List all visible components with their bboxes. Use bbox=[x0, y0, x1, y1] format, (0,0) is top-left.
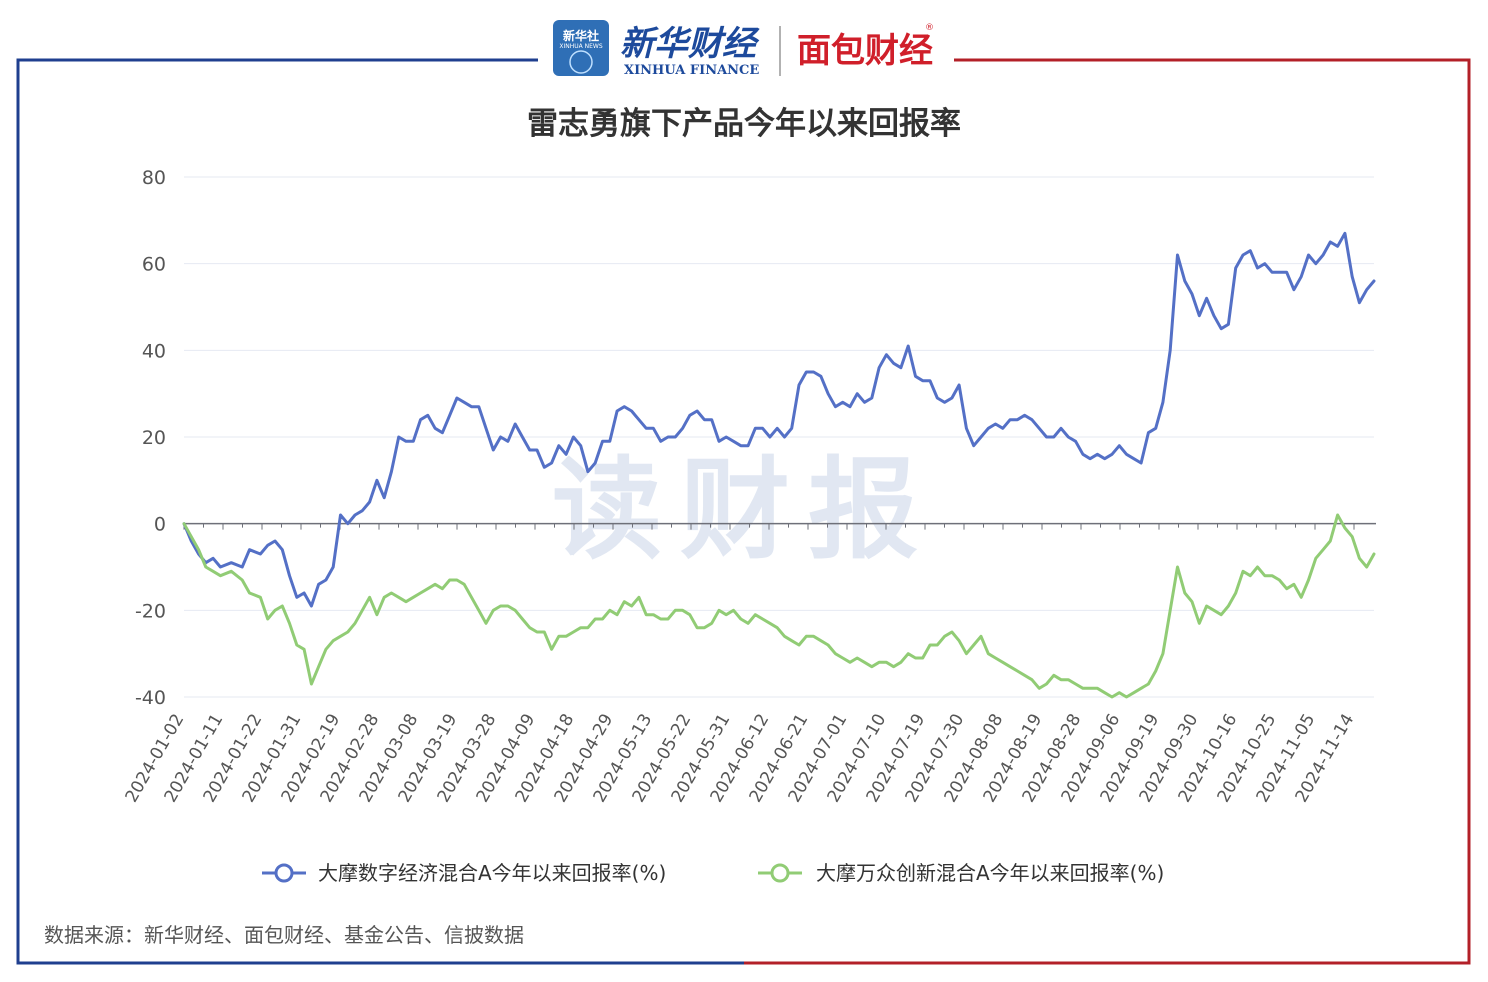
series-line-1[interactable] bbox=[182, 513, 1376, 699]
legend-swatch-marker bbox=[770, 863, 790, 883]
y-tick-label: 60 bbox=[142, 254, 166, 276]
chart-title: 雷志勇旗下产品今年以来回报率 bbox=[527, 106, 961, 142]
watermark-text: 读财报 bbox=[552, 446, 936, 574]
legend-item-digital-economy[interactable]: 大摩数字经济混合A今年以来回报率(%) bbox=[262, 861, 666, 885]
legend-label-mass-innovation: 大摩万众创新混合A今年以来回报率(%) bbox=[816, 861, 1164, 885]
y-tick-label: 20 bbox=[142, 427, 166, 449]
y-tick-label: -20 bbox=[135, 600, 166, 622]
y-tick-label: 0 bbox=[154, 514, 166, 536]
legend-item-mass-innovation[interactable]: 大摩万众创新混合A今年以来回报率(%) bbox=[758, 861, 1164, 885]
series-line-0[interactable] bbox=[182, 231, 1376, 608]
legend-label-digital-economy: 大摩数字经济混合A今年以来回报率(%) bbox=[318, 861, 666, 885]
badge-cn-text: 新华社 bbox=[563, 28, 599, 43]
y-tick-label: 80 bbox=[142, 167, 166, 189]
partner-logo-text: 面包财经 bbox=[797, 31, 933, 71]
brand-en-text: XINHUA FINANCE bbox=[624, 63, 759, 78]
frame-right bbox=[744, 58, 1471, 965]
y-tick-label: -40 bbox=[135, 687, 166, 709]
grid-lines bbox=[184, 176, 1374, 698]
source-note: 数据来源：新华财经、面包财经、基金公告、信披数据 bbox=[44, 923, 524, 947]
y-tick-label: 40 bbox=[142, 340, 166, 362]
xinhua-news-badge: 新华社 XINHUA NEWS bbox=[553, 20, 609, 76]
frame-left bbox=[16, 58, 744, 965]
brand-cn-text: 新华财经 bbox=[620, 24, 760, 64]
globe-icon bbox=[569, 50, 593, 74]
series-lines bbox=[182, 231, 1376, 699]
badge-en-text: XINHUA NEWS bbox=[559, 43, 602, 50]
legend[interactable]: 大摩数字经济混合A今年以来回报率(%) 大摩万众创新混合A今年以来回报率(%) bbox=[262, 861, 1164, 885]
registered-mark: ® bbox=[925, 23, 934, 33]
legend-swatch-marker bbox=[274, 863, 294, 883]
